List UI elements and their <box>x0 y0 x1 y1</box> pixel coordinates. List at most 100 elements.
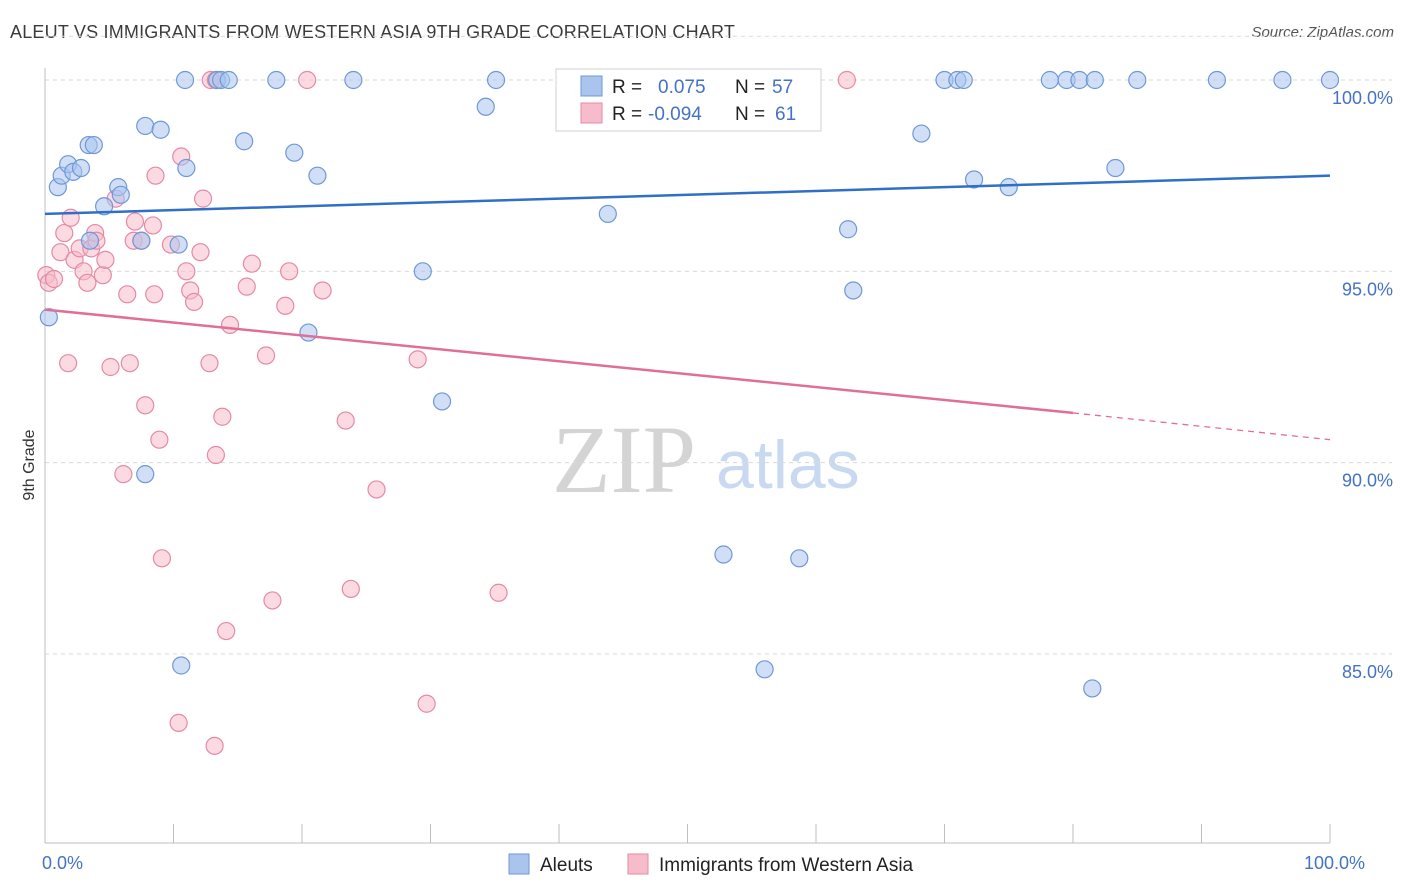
aleut-trend-line <box>44 174 1331 216</box>
y-tick-label: 95.0% <box>1342 279 1393 299</box>
immigrants-point <box>118 285 137 304</box>
legend-r-label-2: R = <box>612 104 642 125</box>
aleut-point <box>132 231 151 250</box>
aleut-point <box>1083 679 1102 698</box>
aleut-point <box>954 70 973 90</box>
aleut-point <box>285 143 304 162</box>
aleut-point <box>1085 70 1104 90</box>
aleut-point <box>598 204 617 224</box>
aleut-point <box>175 70 195 90</box>
aleut-point <box>172 656 191 675</box>
immigrants-point <box>237 277 256 296</box>
watermark-atlas: atlas <box>716 427 860 503</box>
immigrants-point <box>78 273 97 292</box>
immigrants-point <box>51 243 70 262</box>
immigrants-point <box>136 396 155 415</box>
aleut-point <box>486 70 506 90</box>
aleut-point <box>1207 70 1227 90</box>
immigrants-point <box>298 70 317 90</box>
immigrants-point <box>55 223 74 243</box>
immigrants-point <box>280 262 299 281</box>
immigrants-point <box>120 354 139 373</box>
legend-swatch-aleuts <box>580 75 603 97</box>
immigrants-point <box>200 354 219 373</box>
aleut-point <box>169 235 188 254</box>
immigrants-point <box>143 216 163 235</box>
immigrants-point <box>313 281 332 300</box>
aleut-point <box>80 231 100 250</box>
legend-r-label-1: R = <box>612 77 642 98</box>
aleut-point <box>790 549 809 568</box>
aleut-point <box>476 97 495 116</box>
immigrants-point <box>220 315 240 335</box>
immigrants-point <box>145 285 164 304</box>
bottom-legend-label-immigrants: Immigrants from Western Asia <box>659 855 914 876</box>
aleut-point <box>308 166 327 185</box>
aleut-point <box>964 170 984 189</box>
immigrants-point <box>205 736 224 755</box>
aleut-point <box>136 465 155 484</box>
aleut-point <box>432 392 452 411</box>
bottom-legend-swatch-immigrants <box>627 853 649 875</box>
immigrants-point <box>125 212 145 231</box>
x-tick-label-end: 100.0% <box>1304 853 1365 873</box>
immigrants-point <box>93 266 112 285</box>
aleut-point <box>1106 158 1125 178</box>
aleut-point <box>1273 70 1292 90</box>
aleut-point <box>1040 70 1059 90</box>
series-immigrants-points <box>37 70 856 755</box>
y-tick-label: 85.0% <box>1342 662 1393 682</box>
aleut-point <box>267 70 286 90</box>
watermark-zip: ZIP <box>552 406 696 513</box>
aleut-point <box>177 158 196 178</box>
aleut-point <box>1128 70 1147 90</box>
immigrants-point <box>837 70 856 90</box>
aleut-point <box>1070 70 1089 90</box>
y-axis-title: 9th Grade <box>21 429 38 500</box>
aleut-point <box>844 281 863 300</box>
aleut-point <box>1320 70 1340 90</box>
immigrants-point <box>367 480 386 499</box>
y-tick-label: 90.0% <box>1342 471 1393 491</box>
legend-r-value-1: 0.075 <box>658 77 706 98</box>
immigrants-point <box>206 445 226 465</box>
immigrants-point <box>213 407 232 426</box>
immigrants-point <box>217 621 236 641</box>
series-aleuts-points <box>39 70 1340 698</box>
immigrants-point <box>336 411 355 430</box>
legend-n-label-1: N = <box>735 77 765 98</box>
legend-box: R = 0.075 N = 57 R = -0.094 N = 61 <box>555 68 822 132</box>
chart-title: ALEUT VS IMMIGRANTS FROM WESTERN ASIA 9T… <box>10 22 736 42</box>
legend-n-label-2: N = <box>735 104 765 125</box>
axes: 85.0% 90.0% 95.0% 100.0% 0.0% 100.0% <box>42 68 1393 873</box>
immigrants-point <box>177 262 196 281</box>
immigrants-point <box>101 357 120 377</box>
aleut-point <box>912 124 931 143</box>
aleut-point <box>999 178 1018 197</box>
immigrants-point <box>489 583 508 602</box>
immigrants-point <box>146 166 165 185</box>
aleut-point <box>839 220 858 239</box>
trend-lines <box>44 174 1331 441</box>
immigrants-point <box>408 350 427 369</box>
legend-swatch-immigrants <box>580 102 603 124</box>
immigrants-point <box>417 694 436 713</box>
immigrants-trend-line <box>44 308 1074 415</box>
aleut-point <box>84 135 103 155</box>
immigrants-point <box>96 250 115 269</box>
aleut-point <box>136 116 155 136</box>
immigrants-point <box>169 713 188 732</box>
x-tick-label-start: 0.0% <box>42 853 83 873</box>
aleut-point <box>111 185 130 204</box>
immigrants-point <box>59 354 78 373</box>
immigrants-trend-extension <box>1072 412 1331 441</box>
aleut-point <box>219 70 238 90</box>
legend-n-value-1: 57 <box>772 77 793 98</box>
immigrants-point <box>242 254 261 273</box>
legend-n-value-2: 61 <box>775 104 796 125</box>
bottom-legend: Aleuts Immigrants from Western Asia <box>508 853 914 876</box>
aleut-point <box>714 545 733 564</box>
bottom-legend-swatch-aleuts <box>508 853 530 875</box>
aleut-point <box>235 132 254 151</box>
